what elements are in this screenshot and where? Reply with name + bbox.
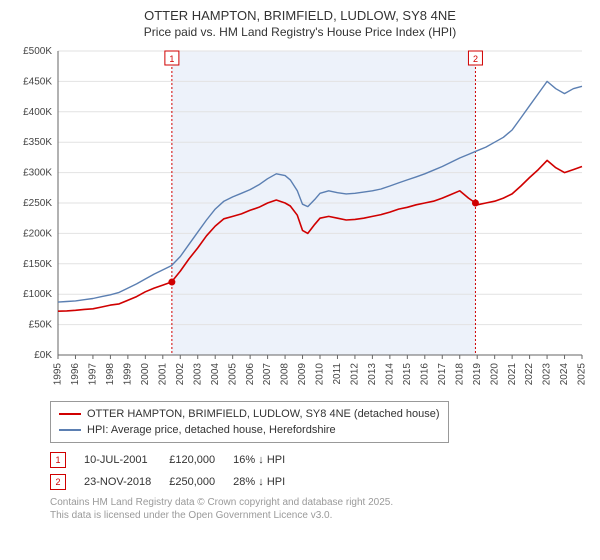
transaction-delta: 16% ↓ HPI: [233, 449, 303, 471]
transaction-delta: 28% ↓ HPI: [233, 471, 303, 493]
svg-text:2006: 2006: [245, 363, 256, 386]
svg-text:2025: 2025: [577, 363, 588, 386]
svg-text:2015: 2015: [402, 363, 413, 386]
svg-text:£200K: £200K: [23, 228, 52, 239]
price-chart: £0K £50K £100K £150K £200K £250K £300K £350K £40…: [10, 45, 590, 395]
svg-text:1: 1: [169, 54, 174, 64]
svg-text:2002: 2002: [175, 363, 186, 386]
transaction-date: 23-NOV-2018: [84, 471, 169, 493]
legend-swatch: [59, 429, 81, 431]
svg-text:2022: 2022: [524, 363, 535, 386]
chart-title: OTTER HAMPTON, BRIMFIELD, LUDLOW, SY8 4N…: [10, 8, 590, 23]
svg-text:1999: 1999: [123, 363, 134, 386]
svg-text:£300K: £300K: [23, 168, 52, 179]
svg-text:2017: 2017: [437, 363, 448, 386]
legend: OTTER HAMPTON, BRIMFIELD, LUDLOW, SY8 4N…: [50, 401, 449, 443]
legend-item: HPI: Average price, detached house, Here…: [59, 422, 440, 438]
chart-subtitle: Price paid vs. HM Land Registry's House …: [10, 25, 590, 39]
svg-text:2016: 2016: [419, 363, 430, 386]
transaction-date: 10-JUL-2001: [84, 449, 169, 471]
svg-text:2004: 2004: [210, 363, 221, 386]
attribution: Contains HM Land Registry data © Crown c…: [50, 497, 590, 522]
svg-text:2003: 2003: [192, 363, 203, 386]
svg-text:2000: 2000: [140, 363, 151, 386]
svg-text:2005: 2005: [227, 363, 238, 386]
svg-text:£100K: £100K: [23, 289, 52, 300]
svg-text:2020: 2020: [489, 363, 500, 386]
svg-text:2: 2: [473, 54, 478, 64]
transactions-table: 1 10-JUL-2001 £120,000 16% ↓ HPI 2 23-NO…: [50, 449, 303, 493]
svg-text:2023: 2023: [542, 363, 553, 386]
marker-badge: 1: [50, 452, 66, 468]
svg-text:2012: 2012: [350, 363, 361, 386]
table-row: 1 10-JUL-2001 £120,000 16% ↓ HPI: [50, 449, 303, 471]
svg-text:2007: 2007: [262, 363, 273, 386]
svg-text:£50K: £50K: [29, 320, 53, 331]
svg-text:£250K: £250K: [23, 198, 52, 209]
legend-item: OTTER HAMPTON, BRIMFIELD, LUDLOW, SY8 4N…: [59, 406, 440, 422]
svg-text:£450K: £450K: [23, 76, 52, 87]
svg-text:2010: 2010: [315, 363, 326, 386]
svg-text:1996: 1996: [70, 363, 81, 386]
svg-text:2021: 2021: [507, 363, 518, 386]
svg-text:2018: 2018: [454, 363, 465, 386]
svg-text:2001: 2001: [157, 363, 168, 386]
legend-swatch: [59, 413, 81, 415]
svg-text:1998: 1998: [105, 363, 116, 386]
svg-text:2009: 2009: [297, 363, 308, 386]
svg-text:2011: 2011: [332, 363, 343, 385]
transaction-price: £250,000: [169, 471, 233, 493]
table-row: 2 23-NOV-2018 £250,000 28% ↓ HPI: [50, 471, 303, 493]
svg-text:£0K: £0K: [34, 350, 52, 361]
svg-text:2013: 2013: [367, 363, 378, 386]
svg-text:2019: 2019: [472, 363, 483, 386]
svg-text:2014: 2014: [385, 363, 396, 386]
marker-badge: 2: [50, 474, 66, 490]
svg-text:£150K: £150K: [23, 259, 52, 270]
legend-label: OTTER HAMPTON, BRIMFIELD, LUDLOW, SY8 4N…: [87, 406, 440, 422]
svg-text:2008: 2008: [280, 363, 291, 386]
svg-text:1995: 1995: [53, 363, 64, 386]
svg-text:£500K: £500K: [23, 46, 52, 57]
svg-text:£400K: £400K: [23, 107, 52, 118]
legend-label: HPI: Average price, detached house, Here…: [87, 422, 336, 438]
svg-text:£350K: £350K: [23, 137, 52, 148]
svg-text:2024: 2024: [559, 363, 570, 386]
transaction-price: £120,000: [169, 449, 233, 471]
svg-text:1997: 1997: [88, 363, 99, 386]
